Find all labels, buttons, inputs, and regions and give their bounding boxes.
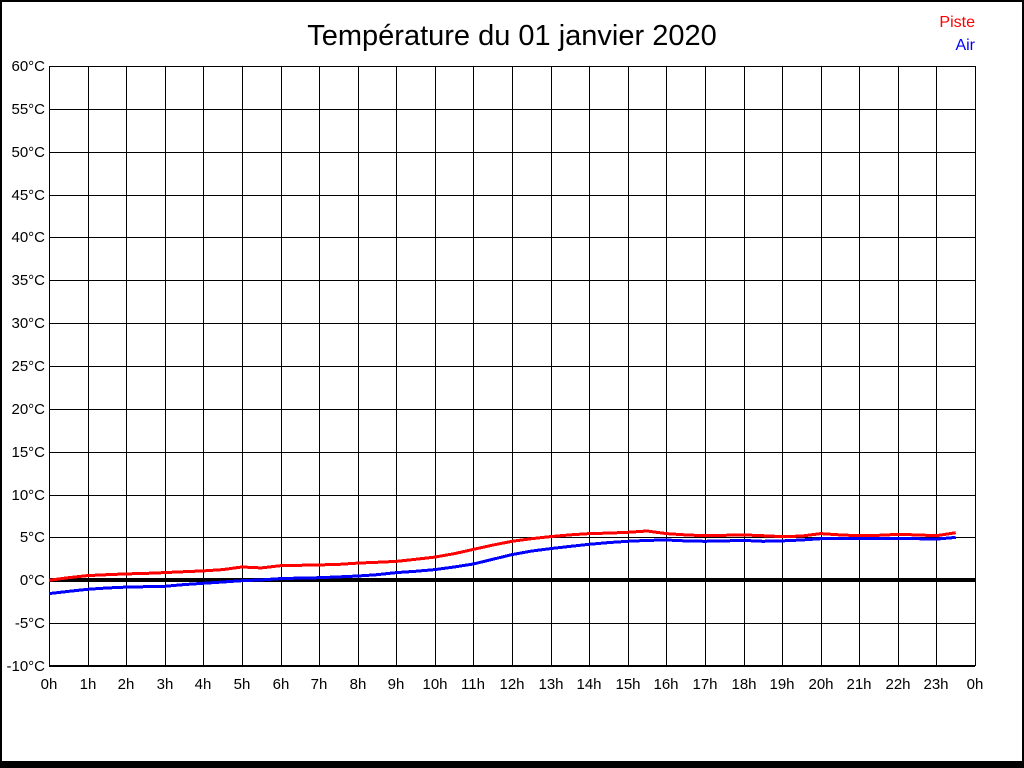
x-tick-label: 4h xyxy=(195,676,212,693)
grid xyxy=(49,66,976,667)
x-tick-label: 10h xyxy=(422,676,447,693)
y-tick-label: 5°C xyxy=(20,529,45,546)
y-tick-label: 15°C xyxy=(11,444,45,461)
x-tick-label: 1h xyxy=(80,676,97,693)
x-tick-label: 0h xyxy=(41,676,58,693)
x-tick-label: 13h xyxy=(538,676,563,693)
y-tick-label: 60°C xyxy=(11,58,45,75)
y-axis-labels: 60°C 55°C 50°C 45°C 40°C 35°C 30°C 25°C 20°C 15°C… xyxy=(6,58,45,675)
x-tick-label: 21h xyxy=(846,676,871,693)
x-axis-labels: 0h 1h 2h 3h 4h 5h 6h 7h 8h 9h 10h 11h 12h 13h 14h 15h 16… xyxy=(41,676,984,693)
legend: Piste Air xyxy=(0,11,975,57)
x-tick-label: 7h xyxy=(311,676,328,693)
y-tick-label: -5°C xyxy=(15,615,45,632)
legend-item-piste: Piste xyxy=(939,14,975,31)
x-tick-label: 23h xyxy=(923,676,948,693)
y-tick-label: 40°C xyxy=(11,229,45,246)
y-tick-label: -10°C xyxy=(6,658,45,675)
x-tick-label: 11h xyxy=(461,676,485,693)
x-tick-label: 12h xyxy=(499,676,524,693)
x-tick-label: 14h xyxy=(576,676,601,693)
legend-item-air: Air xyxy=(955,37,975,54)
x-tick-label: 18h xyxy=(731,676,756,693)
y-tick-label: 20°C xyxy=(11,401,45,418)
x-tick-label: 9h xyxy=(388,676,405,693)
x-tick-label: 6h xyxy=(273,676,290,693)
x-tick-label: 8h xyxy=(350,676,367,693)
series-line-air xyxy=(48,535,956,596)
x-tick-label: 3h xyxy=(157,676,174,693)
y-tick-label: 45°C xyxy=(11,187,45,204)
y-tick-label: 25°C xyxy=(11,358,45,375)
y-tick-label: 30°C xyxy=(11,315,45,332)
x-tick-label: 15h xyxy=(615,676,640,693)
y-tick-label: 0°C xyxy=(20,572,45,589)
y-tick-label: 10°C xyxy=(11,487,45,504)
x-tick-label: 19h xyxy=(769,676,794,693)
x-tick-label: 5h xyxy=(234,676,251,693)
x-tick-label: 16h xyxy=(653,676,678,693)
series-line-piste xyxy=(48,529,956,582)
x-tick-label: 20h xyxy=(808,676,833,693)
y-tick-label: 50°C xyxy=(11,144,45,161)
x-tick-label: 0h xyxy=(967,676,984,693)
y-tick-label: 55°C xyxy=(11,101,45,118)
chart-title: Température du 01 janvier 2020 xyxy=(307,20,717,52)
y-tick-label: 35°C xyxy=(11,272,45,289)
x-tick-label: 2h xyxy=(118,676,135,693)
x-tick-label: 22h xyxy=(885,676,910,693)
x-tick-label: 17h xyxy=(692,676,717,693)
